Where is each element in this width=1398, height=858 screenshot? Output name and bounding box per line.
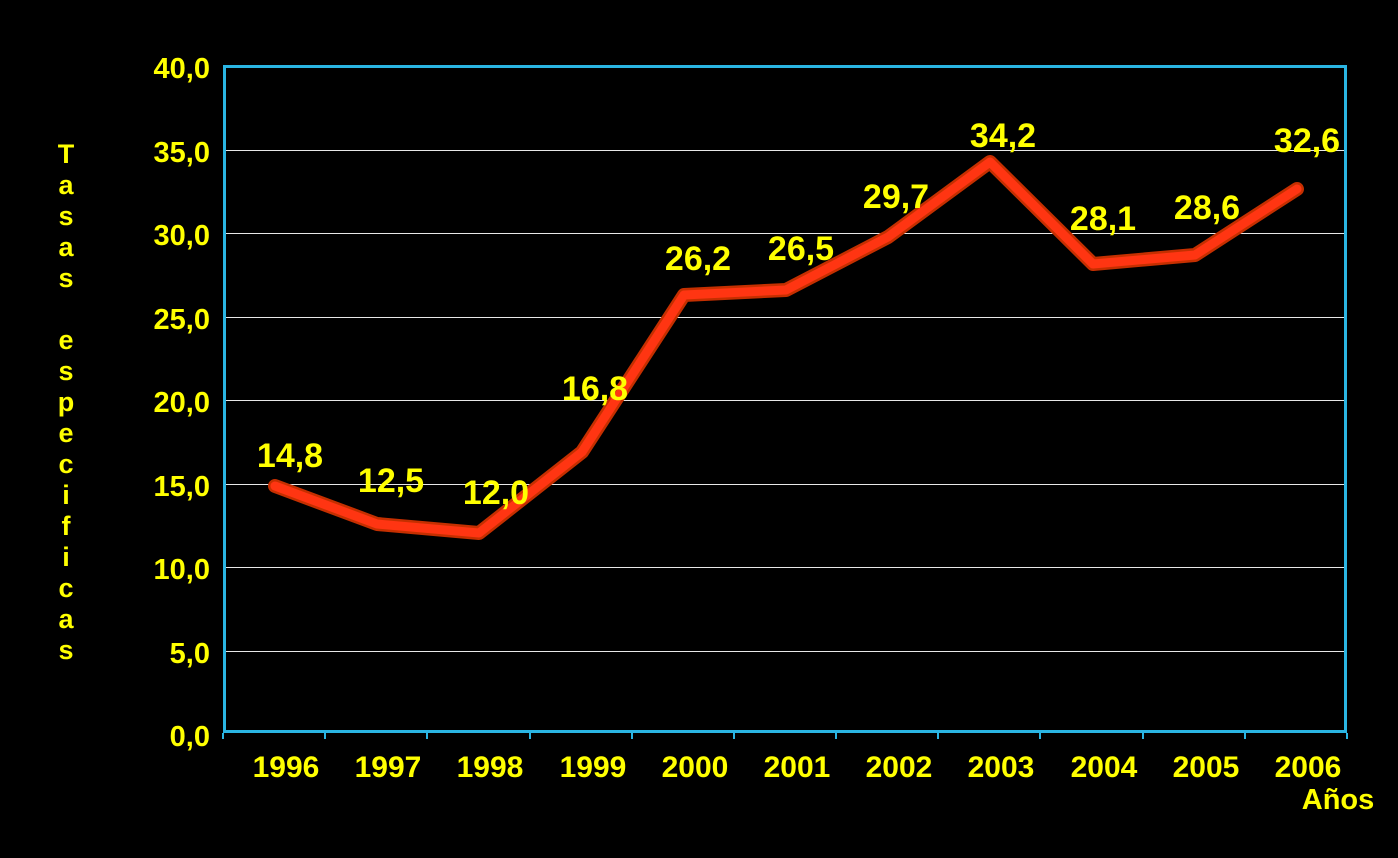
y-axis-title-letter: f [61,511,71,541]
y-axis-title-letter: a [58,604,74,634]
y-tick-label: 30,0 [153,220,210,252]
x-axis-tick [937,733,939,739]
x-axis-tick [1346,733,1348,739]
x-tick-label: 2002 [865,751,933,784]
y-tick-label: 35,0 [153,137,210,169]
x-axis-title: Años [1301,784,1375,816]
y-axis-title-letter: p [57,387,75,417]
x-axis-tick [1039,733,1041,739]
data-label: 32,6 [1273,122,1341,160]
x-axis-tick [631,733,633,739]
data-label: 28,6 [1173,189,1241,227]
y-axis-title-letter: e [58,325,74,355]
data-label: 12,0 [462,474,530,512]
x-axis-tick [1244,733,1246,739]
y-axis-title-letter: a [58,170,74,200]
gridline [226,317,1344,318]
gridline [226,233,1344,234]
x-tick-label: 1996 [252,751,320,784]
y-axis-title-letter: s [58,356,74,386]
data-label: 29,7 [862,178,930,216]
x-tick-label: 2003 [967,751,1035,784]
x-axis-tick [835,733,837,739]
y-axis-title-letter: s [58,201,74,231]
data-label: 12,5 [357,462,425,500]
y-axis-title-letter: i [62,542,70,572]
y-axis-title-letter: c [58,449,74,479]
plot-area [223,65,1347,733]
y-tick-label: 10,0 [153,554,210,586]
x-tick-label: 1998 [456,751,524,784]
y-tick-label: 0,0 [169,721,210,753]
y-axis-title-letter: s [58,635,74,665]
data-label: 26,5 [767,230,835,268]
gridline [226,400,1344,401]
y-tick-label: 15,0 [153,471,210,503]
gridline [226,150,1344,151]
y-axis-title-letter: e [58,418,74,448]
x-tick-label: 2005 [1172,751,1240,784]
data-label: 28,1 [1069,200,1137,238]
y-axis-title-letter: a [58,232,74,262]
data-label: 16,8 [561,370,629,408]
x-tick-label: 1997 [354,751,422,784]
y-tick-label: 40,0 [153,53,210,85]
x-tick-label: 2001 [763,751,831,784]
series-line [270,157,1302,538]
gridline [226,567,1344,568]
gridline [226,484,1344,485]
gridline [226,651,1344,652]
x-tick-label: 1999 [559,751,627,784]
x-axis-tick [733,733,735,739]
y-axis-title-letter: i [62,480,70,510]
x-axis-tick [1142,733,1144,739]
x-axis-tick [324,733,326,739]
data-label: 14,8 [256,437,324,475]
x-tick-label: 2000 [661,751,729,784]
y-axis-title-letter: s [58,263,74,293]
data-label: 26,2 [664,240,732,278]
x-axis-tick [529,733,531,739]
x-axis-tick [426,733,428,739]
x-axis-tick [222,733,224,739]
y-tick-label: 20,0 [153,387,210,419]
y-tick-label: 5,0 [169,638,210,670]
x-tick-label: 2004 [1070,751,1138,784]
y-axis-title-letter: c [58,573,74,603]
data-label: 34,2 [969,117,1037,155]
y-tick-label: 25,0 [153,304,210,336]
x-tick-label: 2006 [1274,751,1342,784]
y-axis-title-letter: T [57,139,75,169]
